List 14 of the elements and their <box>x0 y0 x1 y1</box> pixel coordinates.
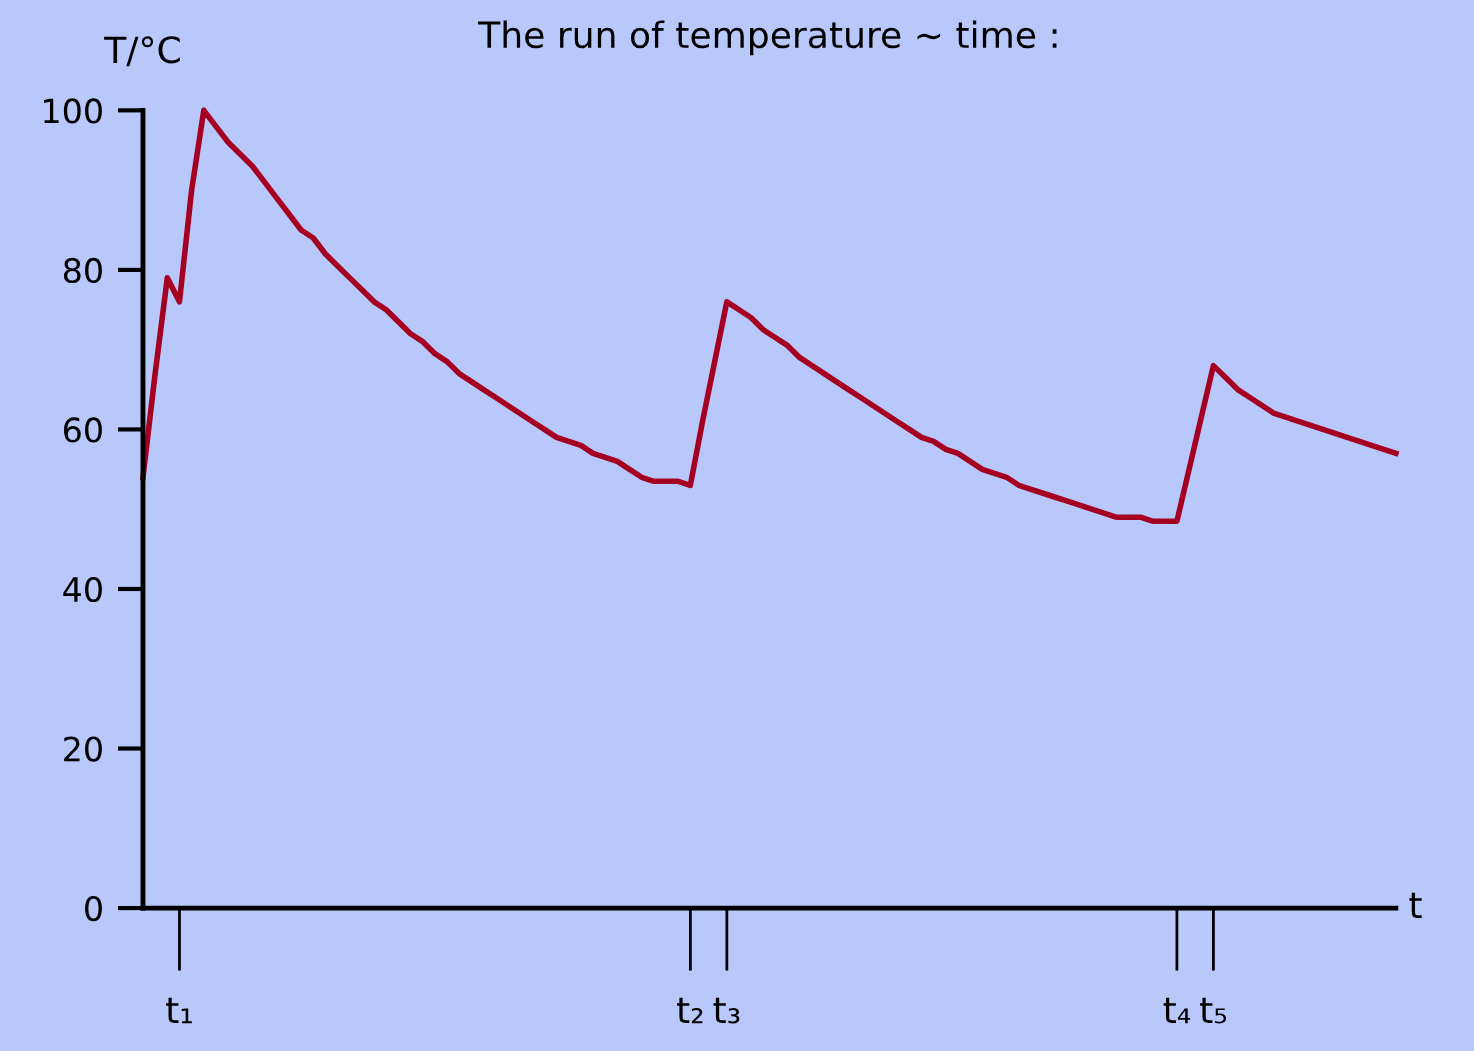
y-tick-label: 80 <box>63 257 102 284</box>
y-tick-label: 20 <box>64 736 102 762</box>
y-tick-label: 100 <box>44 98 102 124</box>
y-axis-title: T/°C <box>104 36 180 67</box>
x-tick-label: t₁ <box>166 997 192 1024</box>
y-tick-label: 60 <box>64 417 102 443</box>
x-axis-title: t <box>1409 892 1422 919</box>
x-tick-label: t₃ <box>713 997 740 1024</box>
x-tick-label: t₅ <box>1200 997 1226 1024</box>
y-tick-label: 0 <box>85 895 102 922</box>
x-tick-label: t₄ <box>1163 997 1191 1024</box>
y-tick-label: 40 <box>63 576 102 603</box>
chart-title: The run of temperature ~ time : <box>478 20 1057 56</box>
x-tick-label: t₂ <box>677 997 703 1024</box>
